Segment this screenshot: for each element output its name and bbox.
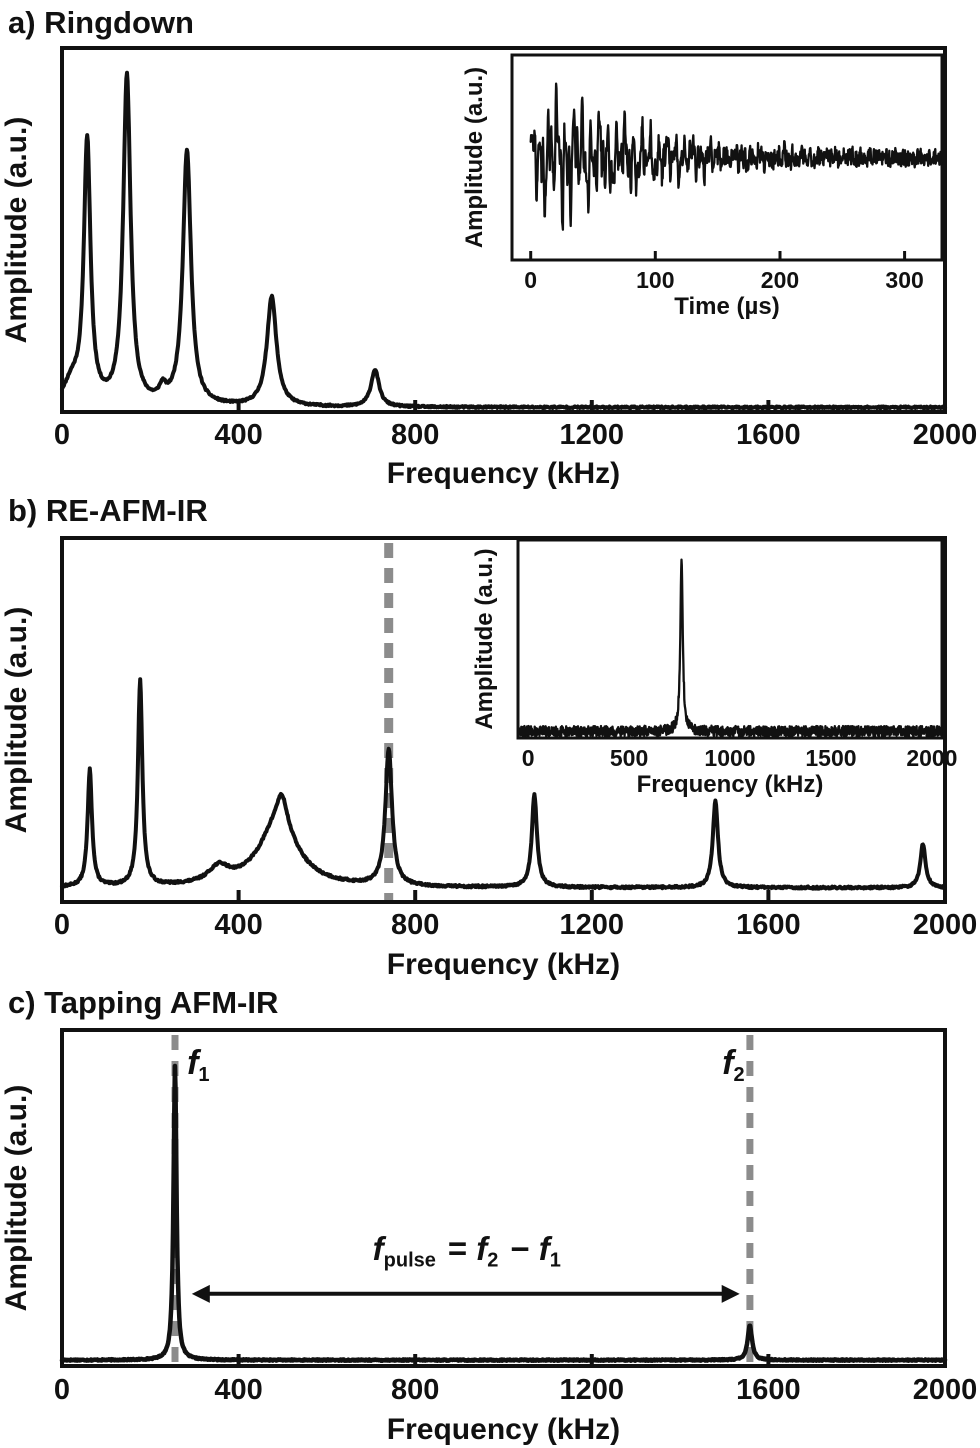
- x-tick-label: 0: [54, 419, 70, 451]
- panel-a-title: a) Ringdown: [8, 5, 194, 40]
- panel-c-plot: 0 400 800 1200 1600 2000 Frequency (kHz) Amplit…: [0, 1028, 978, 1446]
- x-axis-label: Frequency (kHz): [387, 948, 620, 981]
- x-tick-label: 400: [214, 419, 262, 451]
- spectrum-curve: [60, 70, 947, 411]
- x-tick-label: 800: [391, 419, 439, 451]
- spectrum-curve: [60, 677, 947, 891]
- panel-b-re-afm-ir: b) RE-AFM-IR 0 400 800 1200 1600 2000 Frequenc…: [0, 490, 980, 982]
- plot-frame: [60, 1028, 947, 1368]
- x-tick-label: 1200: [560, 419, 625, 451]
- x-tick-label: 1000: [704, 745, 755, 771]
- x-tick-label: 500: [610, 745, 648, 771]
- x-tick-label: 100: [636, 267, 674, 293]
- x-tick-label: 400: [214, 909, 262, 941]
- x-tick-label: 1600: [736, 909, 801, 941]
- x-tick-label: 1600: [736, 419, 801, 451]
- pulse-frequency-formula: fpulse = f2 − f1: [373, 1230, 564, 1272]
- panel-b-title: b) RE-AFM-IR: [8, 493, 208, 528]
- x-tick-label: 2000: [906, 745, 957, 771]
- x-axis-label: Frequency (kHz): [637, 771, 824, 798]
- x-tick-label: 0: [522, 745, 535, 771]
- x-tick-label: 1600: [736, 1374, 801, 1406]
- plot-frame: [60, 46, 947, 414]
- peak-frequency-label: f2: [722, 1044, 747, 1086]
- x-tick-label: 200: [761, 267, 799, 293]
- peak-frequency-label: f1: [187, 1044, 212, 1086]
- x-tick-label: 800: [391, 1374, 439, 1406]
- x-tick-label: 0: [54, 909, 70, 941]
- panel-b-plot: 0 400 800 1200 1600 2000 Frequency (kHz) Amplit…: [0, 536, 978, 981]
- panel-c-title: c) Tapping AFM-IR: [8, 985, 279, 1020]
- x-tick-label: 0: [524, 267, 537, 293]
- plot-frame: [516, 538, 944, 740]
- y-axis-label: Amplitude (a.u.): [0, 117, 33, 344]
- x-tick-label: 300: [885, 267, 923, 293]
- x-tick-label: 2000: [913, 1374, 978, 1406]
- spectrum-curve: [59, 1063, 948, 1363]
- y-axis-label: Amplitude (a.u.): [471, 548, 498, 729]
- x-tick-label: 400: [214, 1374, 262, 1406]
- x-tick-label: 2000: [913, 419, 978, 451]
- arrow-head-right-icon: [721, 1284, 740, 1303]
- panel-c-tapping-afm-ir: c) Tapping AFM-IR 0 400 800 1200 1600 2000 Fre…: [0, 982, 980, 1448]
- plot-frame: [510, 53, 944, 262]
- y-axis-label: Amplitude (a.u.): [0, 1085, 33, 1312]
- x-tick-label: 1200: [560, 909, 625, 941]
- ringdown-signal-curve: [529, 82, 943, 231]
- panel-a-ringdown: a) Ringdown 0 400 800 1200 1600 2000 Frequency…: [0, 2, 980, 491]
- x-axis-label: Frequency (kHz): [387, 1413, 620, 1446]
- x-axis-label: Frequency (kHz): [387, 457, 620, 490]
- x-tick-label: 1200: [560, 1374, 625, 1406]
- x-tick-label: 2000: [913, 909, 978, 941]
- plot-frame: [60, 536, 947, 904]
- x-tick-label: 0: [54, 1374, 70, 1406]
- arrow-head-left-icon: [191, 1284, 210, 1303]
- y-axis-label: Amplitude (a.u.): [461, 67, 488, 248]
- x-tick-label: 1500: [805, 745, 856, 771]
- x-axis-label: Time (µs): [674, 293, 779, 320]
- x-tick-label: 800: [391, 909, 439, 941]
- y-axis-label: Amplitude (a.u.): [0, 607, 33, 834]
- spectrum-curve: [516, 558, 944, 738]
